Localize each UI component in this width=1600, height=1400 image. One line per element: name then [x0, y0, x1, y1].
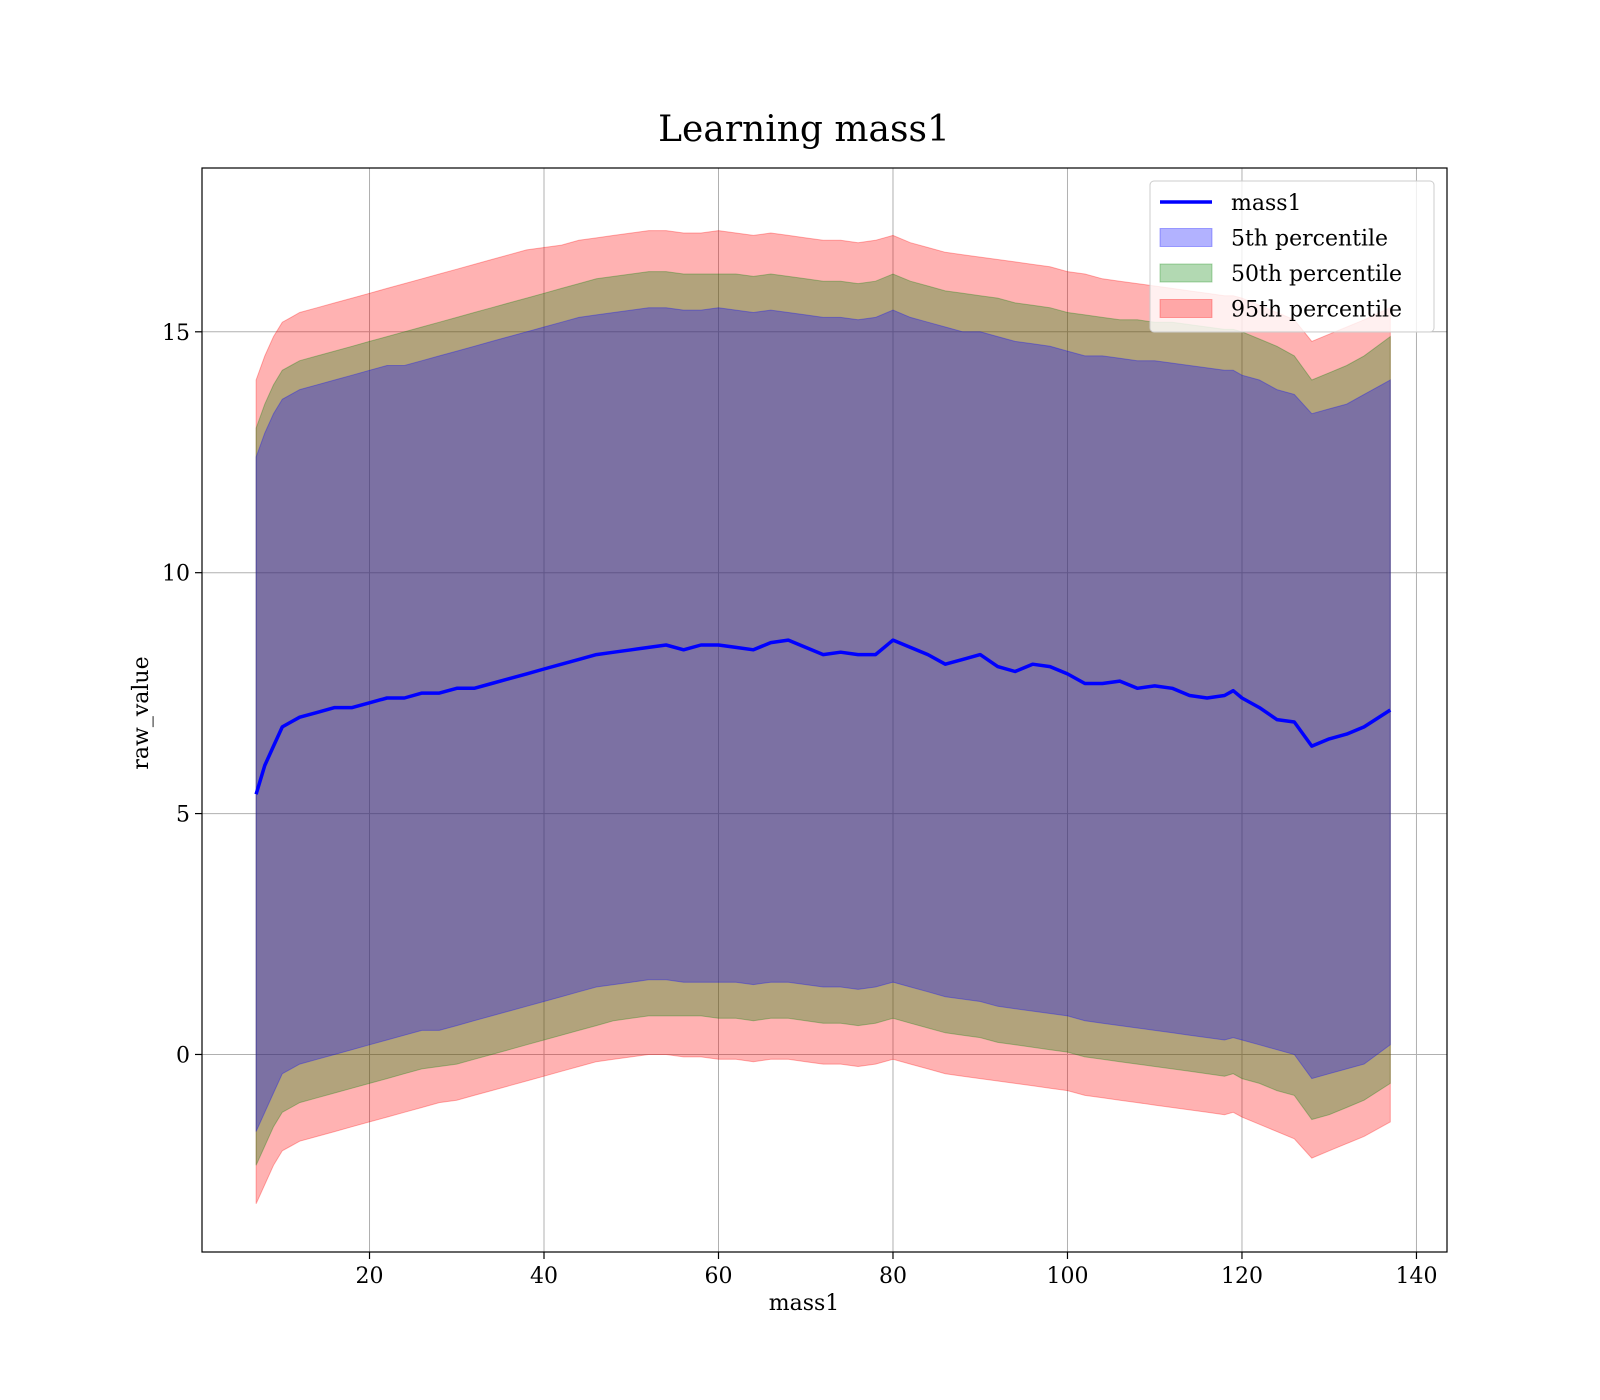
- legend-swatch-p50: [1159, 263, 1213, 283]
- y-tick-label: 15: [162, 321, 190, 346]
- x-axis-label: mass1: [769, 1291, 840, 1316]
- y-tick-label: 5: [176, 803, 190, 828]
- band-95th-percentile: [255, 230, 1391, 1205]
- legend-swatch-p5: [1159, 228, 1213, 247]
- legend-label: 5th percentile: [1231, 227, 1388, 252]
- y-tick-label: 0: [176, 1043, 190, 1068]
- legend-label: 50th percentile: [1231, 262, 1402, 287]
- legend-box: [1149, 180, 1435, 333]
- series-line-mass1: [254, 638, 1392, 795]
- x-tick-label: 100: [1046, 1264, 1088, 1289]
- x-tick-label: 60: [704, 1264, 732, 1289]
- band-5th-percentile: [255, 307, 1391, 1132]
- legend-swatch-p95: [1159, 299, 1213, 318]
- x-tick-label: 140: [1395, 1264, 1437, 1289]
- legend-label: mass1: [1231, 191, 1302, 216]
- x-tick-label: 120: [1221, 1264, 1263, 1289]
- plot-area: 20 40 60 80 100 120 140 0 5 10 15: [162, 167, 1448, 1289]
- x-tick-label: 20: [356, 1264, 384, 1289]
- x-tick-label: 80: [879, 1264, 907, 1289]
- band-50th-percentile: [255, 271, 1391, 1166]
- legend-label: 95th percentile: [1231, 298, 1402, 323]
- plot-frame: [201, 167, 1448, 1253]
- y-tick-label: 10: [162, 562, 190, 587]
- chart-title: Learning mass1: [658, 109, 950, 150]
- y-axis-label: raw_value: [129, 656, 154, 769]
- x-tick-label: 40: [530, 1264, 558, 1289]
- legend: mass1 5th percentile 50th percentile 95th p…: [1149, 180, 1435, 333]
